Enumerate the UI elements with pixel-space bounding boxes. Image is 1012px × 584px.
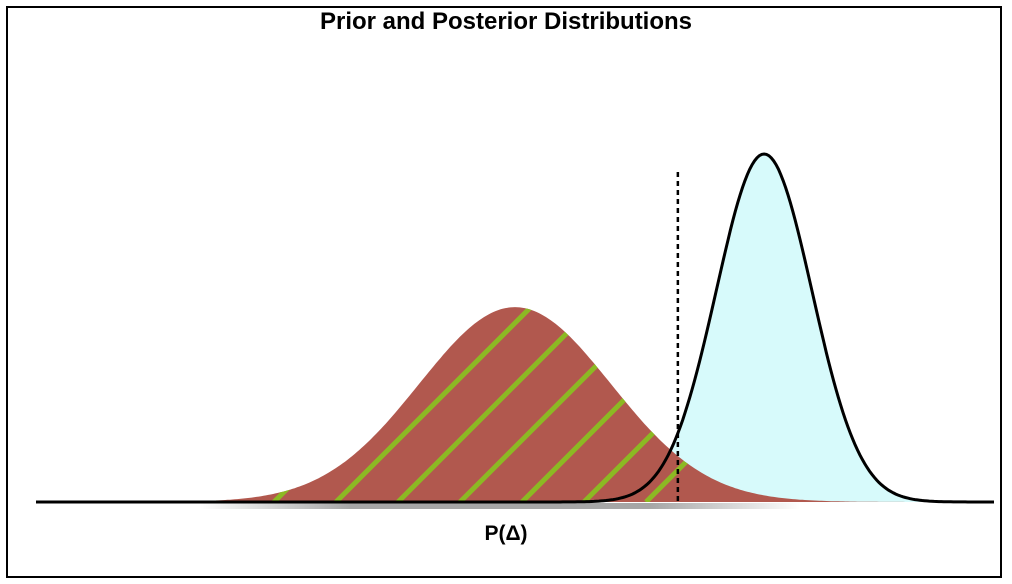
prior-distribution-area (36, 307, 994, 502)
chart-title: Prior and Posterior Distributions (319, 8, 693, 35)
posterior-distribution-curve (36, 152, 994, 504)
hatch-line (334, 307, 638, 502)
x-axis-label: P(Δ) (484, 522, 528, 545)
axis-shadow (200, 503, 800, 509)
hatch-line (396, 307, 700, 502)
posterior-distribution-area (36, 154, 994, 502)
